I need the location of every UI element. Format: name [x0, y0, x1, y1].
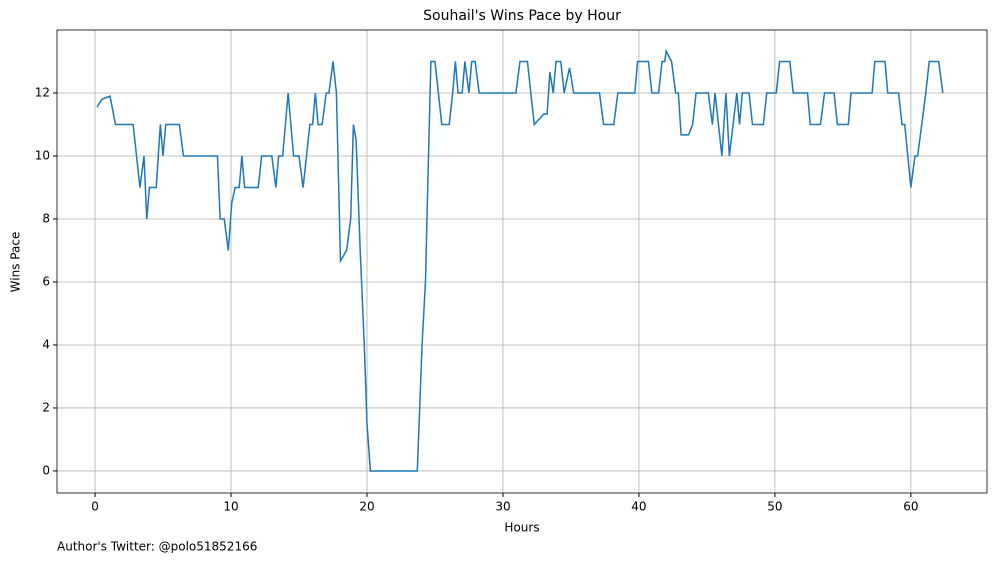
x-axis-label: Hours	[504, 521, 539, 535]
y-tick-label: 6	[42, 274, 50, 288]
chart-title: Souhail's Wins Pace by Hour	[423, 8, 621, 24]
x-tick-label: 10	[223, 500, 238, 514]
y-tick-label: 0	[42, 463, 50, 477]
x-tick-label: 60	[903, 500, 918, 514]
y-tick-label: 10	[35, 148, 50, 162]
y-tick-label: 8	[42, 211, 50, 225]
x-tick-label: 40	[631, 500, 646, 514]
y-tick-label: 4	[42, 337, 50, 351]
x-tick-label: 20	[359, 500, 374, 514]
annotation: Author's Twitter: @polo51852166	[57, 540, 257, 554]
x-tick-label: 50	[767, 500, 782, 514]
y-axis-label: Wins Pace	[9, 232, 23, 293]
data-line	[96, 48, 944, 472]
y-tick-label: 2	[42, 400, 50, 414]
x-tick-label: 0	[91, 500, 99, 514]
y-tick-label: 12	[35, 85, 50, 99]
plot-frame	[56, 29, 988, 494]
x-tick-label: 30	[495, 500, 510, 514]
